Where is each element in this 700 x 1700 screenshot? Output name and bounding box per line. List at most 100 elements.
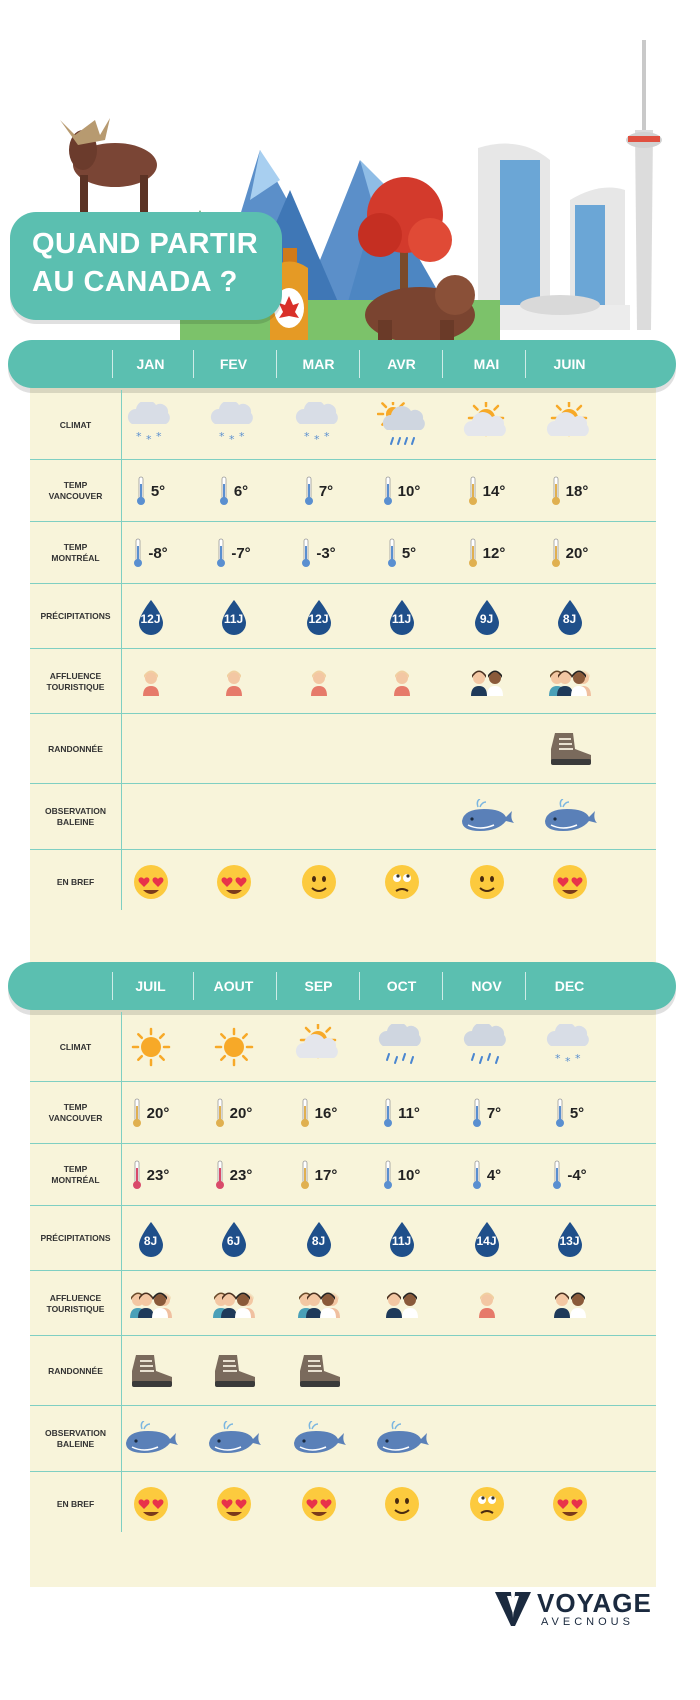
row-divider [30,1270,656,1271]
logo-icon [495,1592,531,1626]
temperature-value: 6° [233,482,249,500]
rain-days-value: 14J [476,1233,497,1248]
temperature-value: 18° [565,482,589,500]
cell-temp-vancouver-juil: 20° [106,1082,195,1144]
svg-text:*: * [219,430,225,443]
cn-tower-illustration [626,40,662,330]
rain-icon [463,1024,506,1064]
hiking-boot-icon [214,1355,255,1387]
drop-icon [138,599,163,635]
cell-temp-montreal-dec: -4° [525,1144,614,1206]
row-label-randonnee: RANDONNÉE [30,744,121,755]
sun-cloud-icon [295,1024,338,1059]
rain-days-value: 8J [562,611,577,626]
cell-baleine-juin [525,784,614,850]
month-separator [276,350,277,378]
cell-affluence-mai [442,649,531,714]
row-label-line: TOURISTIQUE [46,681,105,692]
cell-affluence-avr [357,649,446,714]
thermometer-icon [551,476,560,505]
temperature-value: -4° [567,1166,587,1184]
tourist-pair-icon [470,670,503,696]
cell-affluence-sep [274,1271,363,1336]
thermometer-icon [217,538,226,567]
smile-face-icon [301,865,336,899]
rain-drop-badge: 11J [388,599,416,635]
cell-baleine-nov [442,1406,531,1472]
cell-randonnee-juin [525,714,614,784]
row-label-temp-montreal: TEMP MONTRÉAL [30,542,121,564]
cell-affluence-jan [106,649,195,714]
temperature-value: 16° [314,1104,338,1122]
rain-days-value: 9J [479,611,494,626]
svg-text:*: * [239,430,245,443]
thermometer-icon [134,538,143,567]
month-label-oct: OCT [386,978,417,994]
row-label-line: AFFLUENCE [49,1292,102,1303]
rain-drop-badge: 8J [305,1221,333,1257]
whale-icon [461,799,514,831]
thermometer-icon [472,1098,481,1127]
cell-temp-vancouver-fev: 6° [189,460,278,522]
row-label-affluence: AFFLUENCE TOURISTIQUE [30,1293,121,1315]
rain-days-value: 11J [391,1233,412,1248]
drop-icon [474,599,499,635]
thermometer-icon [132,1160,141,1189]
rain-drop-badge: 11J [220,599,248,635]
cell-climat-fev: * * * [189,390,278,460]
cell-bref-juin [525,850,614,914]
cell-randonnee-mai [442,714,531,784]
heart-eyes-face-icon [216,865,251,899]
row-divider [30,648,656,649]
cell-affluence-nov [442,1271,531,1336]
rain-days-value: 11J [391,611,412,626]
title-box: QUAND PARTIR AU CANADA ? [10,212,282,320]
cell-temp-vancouver-mar: 7° [274,460,363,522]
thermometer-icon [215,1160,224,1189]
tourist-single-icon [225,670,242,696]
cell-precipitations-aout: 6J [189,1206,278,1271]
cell-bref-aout [189,1472,278,1536]
cell-precipitations-jan: 12J [106,584,195,649]
meh-face-icon [469,1487,504,1521]
row-label-climat: CLIMAT [30,1042,121,1053]
cell-randonnee-nov [442,1336,531,1406]
temperature-value: 14° [482,482,506,500]
thermometer-icon [384,1098,393,1127]
cell-precipitations-nov: 14J [442,1206,531,1271]
cell-temp-montreal-jan: -8° [106,522,195,584]
temperature-value: 20° [229,1104,253,1122]
sun-cloud-icon [546,402,589,437]
rain-drop-badge: 8J [556,599,584,635]
rain-days-value: 13J [559,1233,580,1248]
temperature-value: 11° [398,1104,420,1122]
temperature-value: 12° [482,544,506,562]
thermometer-icon [472,1160,481,1189]
cell-precipitations-fev: 11J [189,584,278,649]
thermometer-icon [300,1098,309,1127]
thermometer-icon [215,1098,224,1127]
thermometer-icon [387,538,396,567]
voyage-logo: VOYAGE AVECNOUS [493,1588,663,1632]
cell-randonnee-dec [525,1336,614,1406]
drop-icon [557,599,582,635]
row-label-bref: EN BREF [30,877,121,888]
hiking-boot-icon [299,1355,340,1387]
month-separator [193,350,194,378]
row-label-precipitations: PRÉCIPITATIONS [30,1233,121,1244]
cell-temp-vancouver-sep: 16° [274,1082,363,1144]
whale-icon [293,1421,346,1453]
month-label-juin: JUIN [553,356,586,372]
month-separator [442,350,443,378]
row-label-line: OBSERVATION [45,806,106,816]
row-label-line: BALEINE [56,817,95,827]
drop-icon [306,1221,331,1257]
tourist-single-icon [142,670,159,696]
tourist-crowd-icon [129,1292,172,1318]
bear-illustration [365,275,475,345]
cell-temp-montreal-nov: 4° [442,1144,531,1206]
cell-baleine-mai [442,784,531,850]
month-label-aout: AOUT [213,978,254,994]
row-divider [30,1143,656,1144]
row-label-line: VANCOUVER [48,1113,103,1123]
